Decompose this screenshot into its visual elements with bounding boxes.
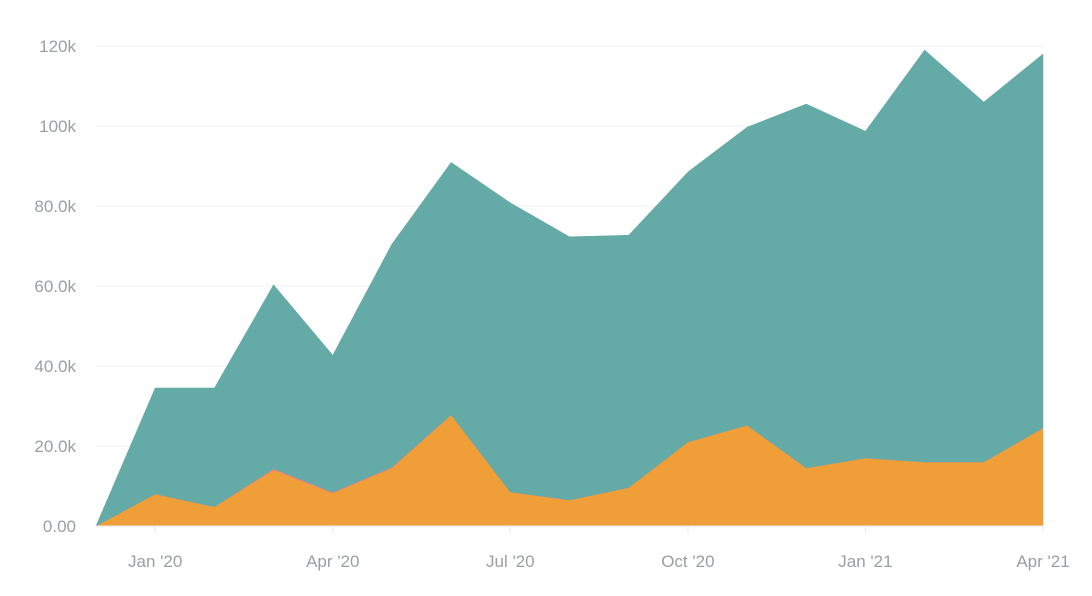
x-tick-label: Jan '20 [128, 552, 182, 571]
y-tick-label: 40.0k [34, 357, 76, 376]
y-tick-label: 60.0k [34, 277, 76, 296]
x-axis-ticks: Jan '20 Apr '20 Jul '20 Oct '20 Jan '21 Apr '… [128, 526, 1070, 571]
y-tick-label: 80.0k [34, 197, 76, 216]
x-tick-label: Jan '21 [838, 552, 892, 571]
area-series-3 [95, 49, 1044, 527]
y-tick-label: 20.0k [34, 437, 76, 456]
y-tick-label: 0.00 [43, 517, 76, 536]
x-tick-label: Jul '20 [486, 552, 535, 571]
x-tick-label: Apr '21 [1016, 552, 1069, 571]
y-tick-label: 120k [39, 37, 76, 56]
y-axis-ticks: 0.00 20.0k 40.0k 60.0k 80.0k 100k 120k [34, 37, 76, 536]
y-tick-label: 100k [39, 117, 76, 136]
area-series [95, 49, 1044, 527]
x-tick-label: Apr '20 [306, 552, 359, 571]
x-tick-label: Oct '20 [661, 552, 714, 571]
